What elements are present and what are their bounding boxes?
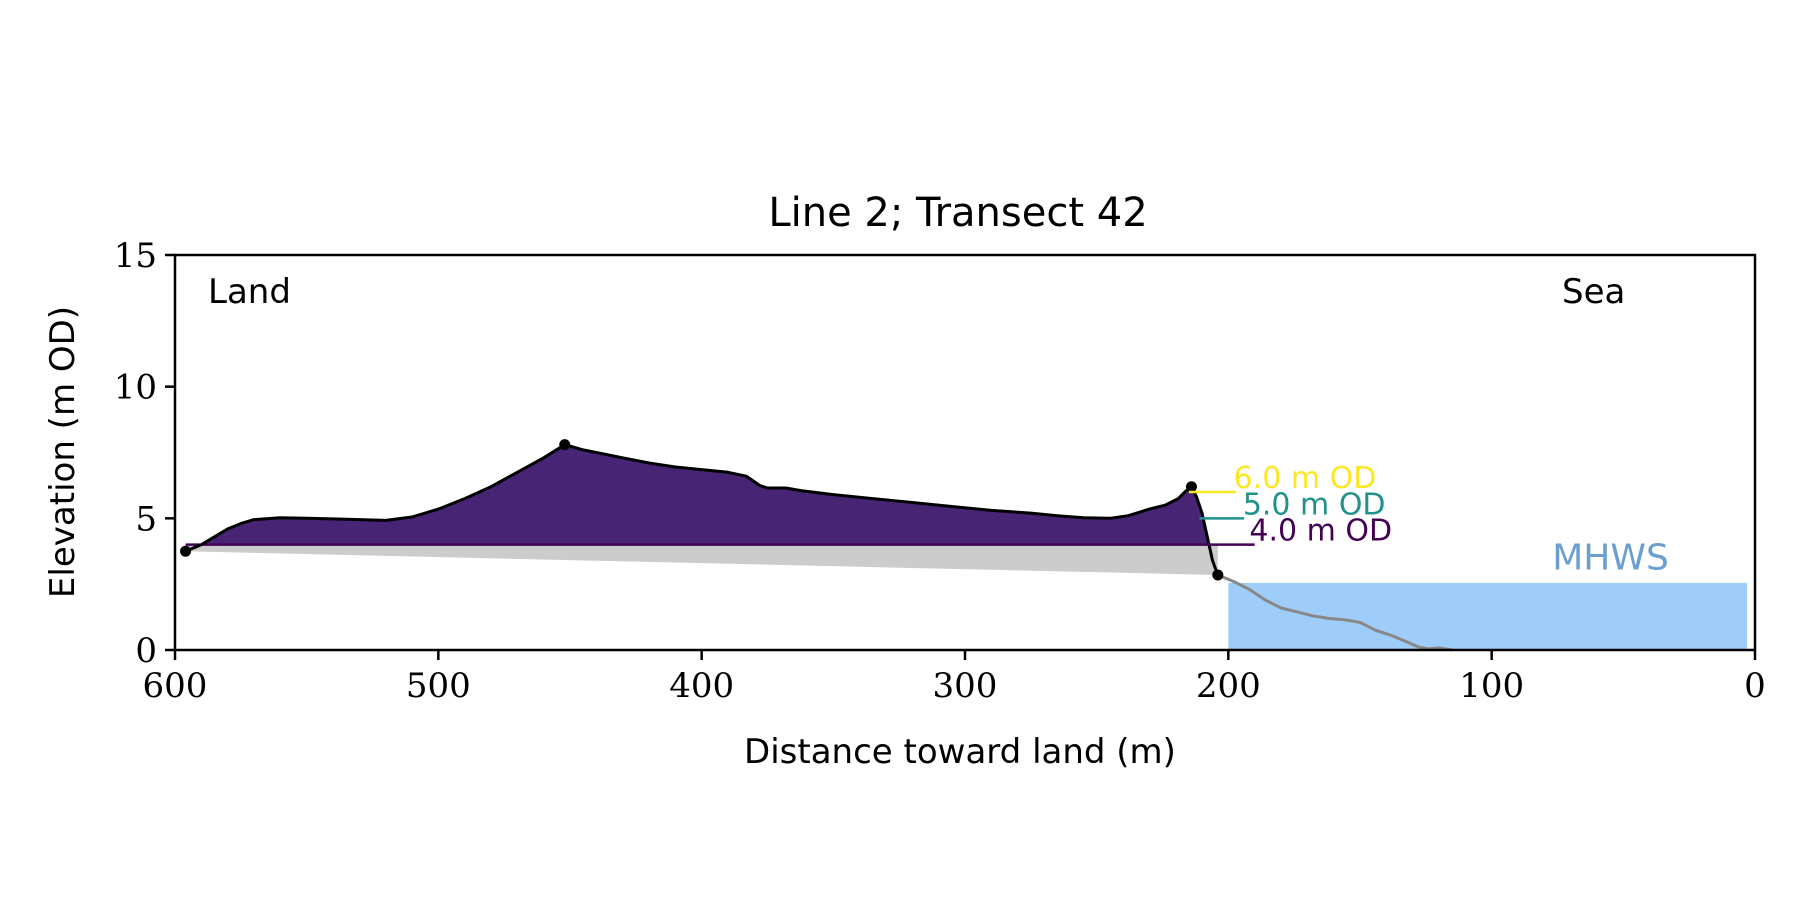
chart-title: Line 2; Transect 42 bbox=[768, 190, 1147, 236]
sea-label: Sea bbox=[1562, 272, 1625, 312]
level-label-2: 4.0 m OD bbox=[1249, 514, 1392, 549]
plot-area: 6.0 m OD5.0 m OD4.0 m OD MHWS bbox=[180, 439, 1748, 652]
axes: 600 500 400 300 200 100 0 0 5 10 15 bbox=[114, 236, 1766, 706]
y-tick-label-10: 10 bbox=[114, 368, 157, 408]
base-wedge bbox=[185, 544, 1218, 575]
y-tick-label-0: 0 bbox=[135, 631, 157, 671]
y-axis-label: Elevation (m OD) bbox=[43, 306, 83, 598]
mhws-label: MHWS bbox=[1552, 538, 1669, 579]
level-label-1: 5.0 m OD bbox=[1243, 487, 1386, 522]
x-axis-label: Distance toward land (m) bbox=[744, 732, 1176, 772]
x-tick-label-600: 600 bbox=[143, 666, 208, 706]
dune-area-above-4m bbox=[185, 444, 1209, 545]
x-tick-label-200: 200 bbox=[1196, 666, 1261, 706]
dune-profile-line bbox=[184, 443, 1220, 576]
y-tick-label-15: 15 bbox=[114, 236, 157, 276]
profile-marker-3 bbox=[1212, 569, 1224, 581]
x-tick-label-400: 400 bbox=[669, 666, 734, 706]
land-label: Land bbox=[208, 272, 291, 312]
level-label-0: 6.0 m OD bbox=[1234, 461, 1377, 496]
profile-marker-0 bbox=[180, 545, 192, 557]
x-tick-label-500: 500 bbox=[406, 666, 471, 706]
profile-marker-1 bbox=[559, 439, 571, 451]
y-tick-label-5: 5 bbox=[135, 499, 157, 539]
x-tick-label-0: 0 bbox=[1744, 666, 1766, 706]
x-tick-label-300: 300 bbox=[933, 666, 998, 706]
beach-profile-line bbox=[1217, 573, 1453, 652]
mhws-sea-area bbox=[1228, 582, 1748, 650]
profile-marker-2 bbox=[1185, 481, 1197, 493]
x-tick-label-100: 100 bbox=[1459, 666, 1524, 706]
